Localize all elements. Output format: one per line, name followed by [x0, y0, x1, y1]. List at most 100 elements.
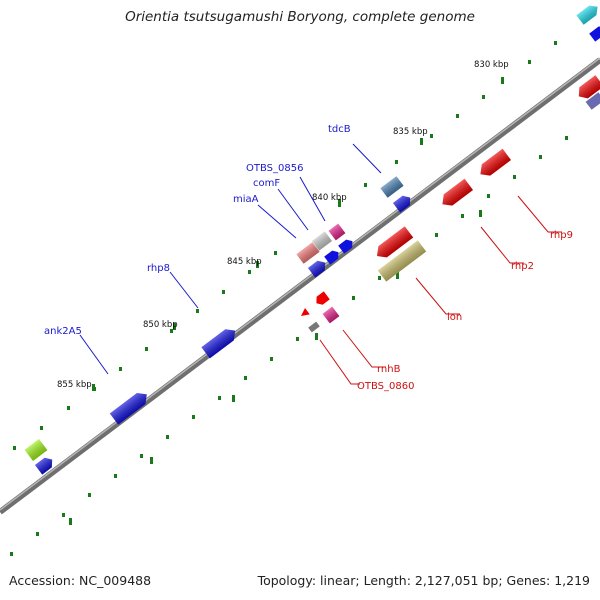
tick-mark — [456, 114, 459, 118]
tick-mark — [222, 290, 225, 294]
major-tick-lower — [150, 457, 153, 464]
tick-mark — [378, 276, 381, 280]
leader-rhp9 — [517, 195, 562, 233]
gene-blue-cluster-a[interactable] — [338, 237, 355, 254]
leader-rhp2 — [480, 226, 524, 264]
gene-ank2A5[interactable] — [109, 389, 151, 425]
tick-mark — [192, 415, 195, 419]
label-OTBS_0860[interactable]: OTBS_0860 — [357, 381, 414, 392]
reverse-genes — [299, 75, 600, 333]
leader-comF — [277, 188, 309, 231]
major-tick-840 — [338, 199, 341, 206]
tick-mark — [10, 552, 13, 556]
leader-rhp8 — [169, 271, 199, 309]
leader-lon — [415, 277, 460, 315]
tick-mark — [513, 175, 516, 179]
scale-label-855: 855 kbp — [57, 380, 92, 390]
tick-mark — [539, 155, 542, 159]
gene-OTBS_0860[interactable] — [308, 321, 320, 333]
accession-text: Accession: NC_009488 — [9, 573, 152, 588]
major-tick-lower — [69, 518, 72, 525]
scale-label-840: 840 kbp — [312, 193, 347, 203]
gene-blue-near-tdcB[interactable] — [393, 193, 414, 213]
gene-rhp8[interactable] — [201, 325, 239, 359]
leader-OTBS_0860 — [319, 339, 360, 385]
label-tdcB[interactable]: tdcB — [328, 124, 351, 135]
forward-genes — [24, 2, 600, 475]
tick-mark — [395, 160, 398, 164]
genome-backbone-highlight — [0, 57, 600, 511]
tick-mark — [114, 474, 117, 478]
scale-label-830: 830 kbp — [474, 60, 509, 70]
tick-mark — [140, 454, 143, 458]
gene-rnhB[interactable] — [322, 306, 340, 324]
label-comF[interactable]: comF — [253, 178, 280, 189]
tick-mark — [248, 270, 251, 274]
tick-mark — [88, 493, 91, 497]
gene-right-edge-red[interactable] — [575, 75, 600, 102]
label-rhp2[interactable]: rhp2 — [511, 261, 534, 272]
major-tick-lower — [232, 395, 235, 402]
label-ank2A5[interactable]: ank2A5 — [44, 326, 82, 337]
gene-rhp2[interactable] — [438, 178, 473, 210]
tick-mark — [270, 357, 273, 361]
tick-mark — [364, 183, 367, 187]
gene-comF[interactable] — [296, 242, 320, 264]
tick-mark — [244, 376, 247, 380]
label-miaA[interactable]: miaA — [233, 194, 259, 205]
major-tick-lower — [396, 272, 399, 279]
leader-OTBS_0856 — [299, 176, 326, 222]
major-tick-855 — [92, 384, 95, 391]
tick-mark — [166, 435, 169, 439]
label-lon[interactable]: lon — [447, 312, 462, 323]
tick-mark — [352, 296, 355, 300]
label-rhp9[interactable]: rhp9 — [550, 230, 573, 241]
tick-mark — [430, 134, 433, 138]
label-OTBS_0856[interactable]: OTBS_0856 — [246, 163, 303, 174]
scale-label-835: 835 kbp — [393, 127, 428, 137]
tick-mark — [196, 309, 199, 313]
major-tick-850 — [173, 323, 176, 330]
label-rnhB[interactable]: rnhB — [377, 364, 401, 375]
tick-rows — [10, 41, 568, 556]
tick-mark — [482, 95, 485, 99]
gene-magenta-upper[interactable] — [328, 223, 346, 241]
scale-labels: 830 kbp 835 kbp 840 kbp 845 kbp 850 kbp … — [57, 60, 509, 390]
tick-mark — [13, 446, 16, 450]
genome-summary-text: Topology: linear; Length: 2,127,051 bp; … — [257, 573, 590, 588]
gene-red-tiny[interactable] — [299, 308, 310, 319]
leader-tdcB — [352, 143, 382, 174]
major-tick-835 — [420, 138, 423, 145]
tick-mark — [554, 41, 557, 45]
gene-OTBS_0856[interactable] — [312, 231, 332, 251]
tick-mark — [36, 532, 39, 536]
gene-tdcB[interactable] — [380, 176, 404, 198]
tick-mark — [461, 214, 464, 218]
gene-rhp9[interactable] — [476, 148, 511, 180]
tick-mark — [170, 329, 173, 333]
gene-green-left[interactable] — [24, 438, 48, 462]
gene-blue-cluster-b[interactable] — [324, 248, 341, 265]
tick-mark — [274, 251, 277, 255]
gene-red-near-backbone[interactable] — [373, 226, 414, 261]
leader-ank2A5 — [79, 334, 109, 375]
major-tick-lower — [479, 210, 482, 217]
gene-red-small[interactable] — [313, 291, 330, 307]
tick-mark — [119, 367, 122, 371]
tick-mark — [218, 396, 221, 400]
tick-mark — [145, 347, 148, 351]
gene-blue-left[interactable] — [35, 455, 56, 475]
gene-top-right-blue[interactable] — [589, 24, 600, 42]
major-tick-lower — [315, 333, 318, 340]
gene-lon[interactable] — [377, 240, 427, 282]
tick-mark — [487, 194, 490, 198]
leader-miaA — [257, 204, 297, 239]
gene-top-right-cyan[interactable] — [576, 2, 600, 25]
label-rhp8[interactable]: rhp8 — [147, 263, 170, 274]
major-tick-845 — [256, 261, 259, 268]
gene-miaA[interactable] — [308, 258, 329, 278]
tick-mark — [67, 406, 70, 410]
genome-backbone — [0, 57, 600, 515]
